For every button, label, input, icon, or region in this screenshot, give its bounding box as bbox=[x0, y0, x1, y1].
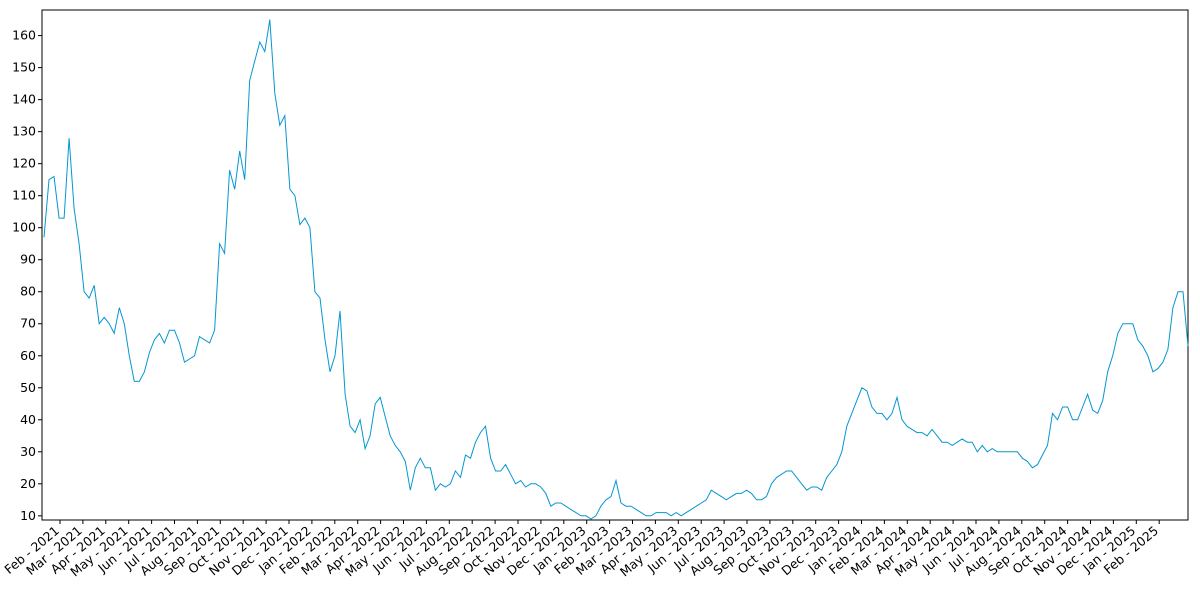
y-tick-label: 160 bbox=[12, 28, 36, 43]
line bbox=[43, 19, 1189, 520]
y-tick-label: 150 bbox=[12, 60, 36, 75]
y-tick-label: 40 bbox=[20, 412, 36, 427]
y-tick-label: 70 bbox=[20, 316, 36, 331]
y-tick-label: 30 bbox=[20, 444, 36, 459]
y-tick-label: 100 bbox=[12, 220, 36, 235]
plot-frame bbox=[41, 9, 1189, 521]
y-tick-label: 140 bbox=[12, 92, 36, 107]
y-tick-label: 10 bbox=[20, 508, 36, 523]
y-tick-label: 120 bbox=[12, 156, 36, 171]
y-tick-label: 130 bbox=[12, 124, 36, 139]
y-tick-label: 50 bbox=[20, 380, 36, 395]
y-tick-label: 80 bbox=[20, 284, 36, 299]
y-tick-label: 60 bbox=[20, 348, 36, 363]
y-tick-label: 90 bbox=[20, 252, 36, 267]
y-tick-label: 20 bbox=[20, 476, 36, 491]
y-tick-label: 110 bbox=[12, 188, 36, 203]
